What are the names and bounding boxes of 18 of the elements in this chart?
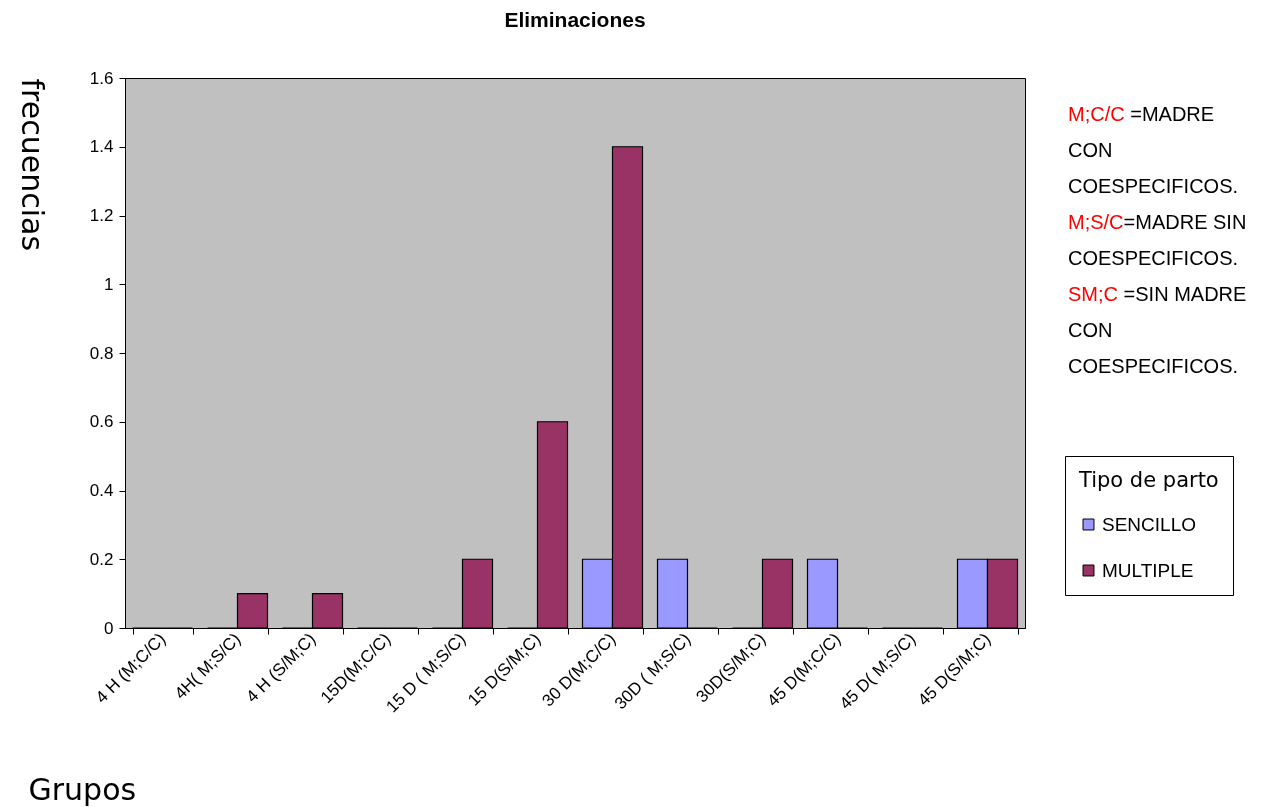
y-tick-label: 0.2: [89, 549, 114, 569]
y-tick-label: 1.6: [89, 68, 114, 88]
y-tick-label: 1.2: [89, 206, 114, 225]
x-axis-title: Grupos: [28, 771, 137, 807]
legend-title: Tipo de parto: [1078, 468, 1219, 492]
text: SM;C =SIN MADRE CON COESPECIFICOS.: [1068, 282, 1248, 379]
text: M;S/C=MADRE SIN COESPECIFICOS.: [1068, 210, 1248, 271]
legend-label: SENCILLO: [1102, 513, 1196, 535]
y-tick-label: 0.4: [89, 481, 114, 500]
y-axis-title: frecuencias: [14, 78, 50, 252]
y-tick-label: 0: [104, 618, 114, 638]
chart-title: Eliminaciones: [504, 8, 646, 31]
text: M;C/C =MADRE CON COESPECIFICOS.: [1068, 102, 1240, 199]
y-tick-label: 1: [104, 274, 114, 294]
y-tick-label: 0.8: [89, 343, 114, 363]
y-tick-label: 0.6: [89, 412, 114, 432]
y-tick-label: 1.4: [89, 137, 114, 157]
legend-label: MULTIPLE: [1102, 559, 1194, 581]
